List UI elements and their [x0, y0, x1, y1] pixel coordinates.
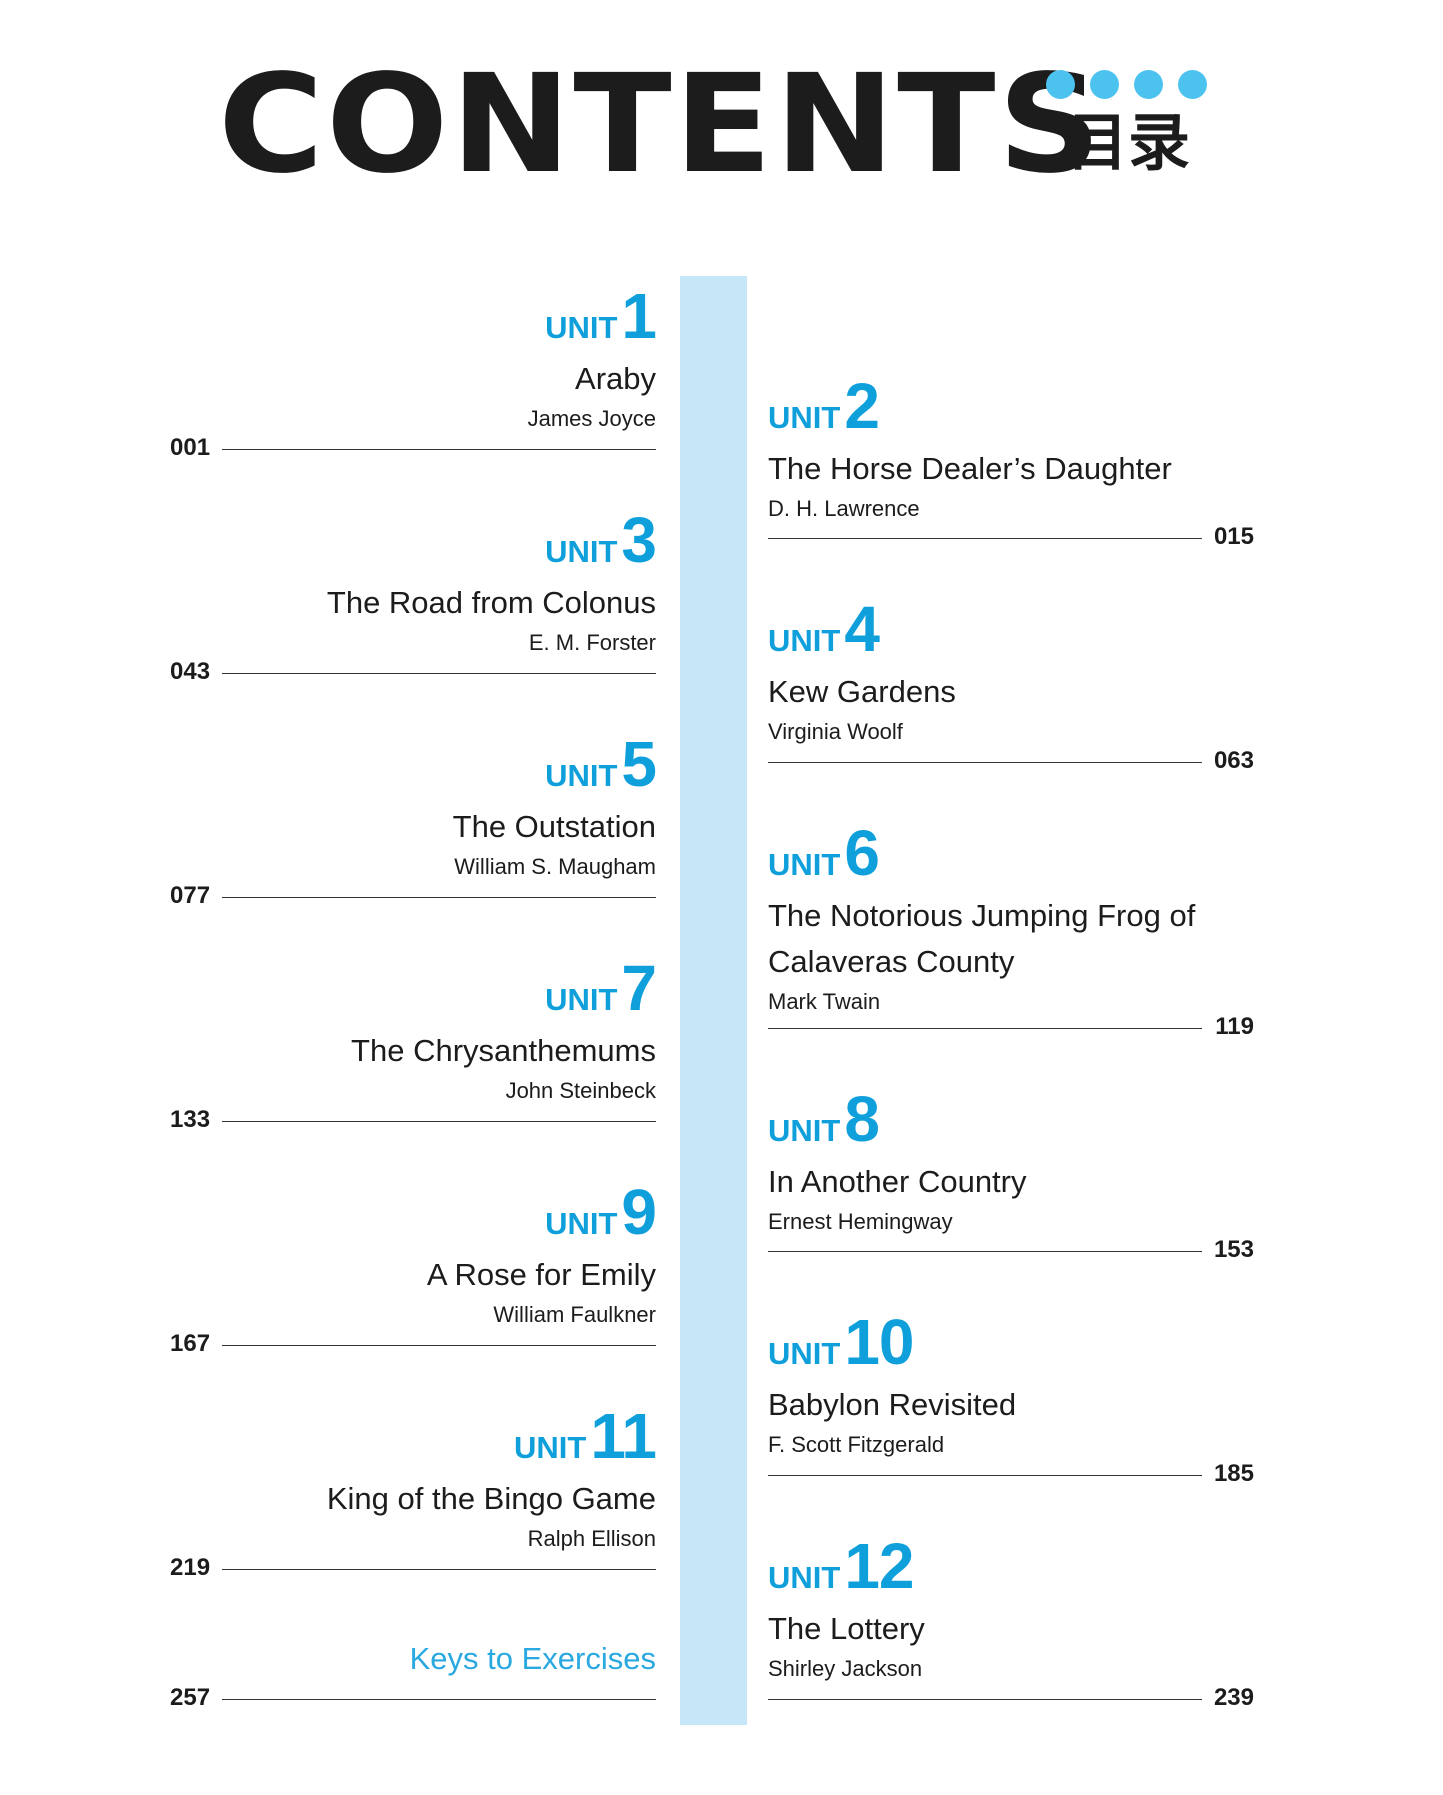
keys-title: Keys to Exercises: [409, 1641, 656, 1676]
unit-entry-6[interactable]: UNIT6 The Notorious Jumping Frog of Cala…: [768, 819, 1254, 1017]
unit-entry-1[interactable]: UNIT1 Araby James Joyce: [170, 280, 657, 434]
dot-icon: [1090, 70, 1119, 99]
page-line-2: 015: [768, 522, 1254, 552]
page-number: 167: [170, 1330, 211, 1357]
unit-entry-9[interactable]: UNIT9 A Rose for Emily William Faulkner: [170, 1176, 657, 1330]
unit-title: In Another Country: [768, 1164, 1027, 1199]
page-number: 153: [1213, 1236, 1254, 1263]
leader-line: [768, 1475, 1202, 1476]
page-line-10: 185: [768, 1459, 1254, 1489]
unit-entry-5[interactable]: UNIT5 The Outstation William S. Maugham: [170, 728, 657, 882]
leader-line: [222, 1699, 656, 1700]
page-line-3: 043: [170, 657, 656, 687]
unit-title: The Outstation: [452, 809, 656, 844]
page-line-6: 119: [768, 1012, 1254, 1042]
page-line-4: 063: [768, 746, 1254, 776]
leader-line: [222, 1121, 656, 1122]
unit-author: Ernest Hemingway: [768, 1209, 953, 1234]
unit-title: The Road from Colonus: [326, 585, 656, 620]
page-number: 133: [170, 1106, 211, 1133]
page-number: 077: [170, 882, 211, 909]
unit-title: The Lottery: [768, 1611, 925, 1646]
unit-entry-7[interactable]: UNIT7 The Chrysanthemums John Steinbeck: [170, 952, 657, 1106]
page-number: 001: [170, 434, 211, 461]
unit-title: The Horse Dealer’s Daughter: [768, 451, 1172, 486]
leader-line: [768, 1028, 1202, 1029]
dot-icon: [1046, 70, 1075, 99]
unit-heading: UNIT9: [545, 1176, 657, 1248]
unit-heading: UNIT8: [768, 1083, 880, 1155]
center-divider-bar: [680, 276, 747, 1725]
unit-entry-4[interactable]: UNIT4 Kew Gardens Virginia Woolf: [768, 595, 1254, 747]
page-number: 257: [170, 1684, 211, 1711]
page-line-keys: 257: [170, 1683, 656, 1713]
unit-author: Mark Twain: [768, 989, 881, 1014]
page-number: 119: [1215, 1013, 1254, 1040]
unit-title: The Notorious Jumping Frog of Calaveras …: [768, 898, 1196, 979]
unit-title: A Rose for Emily: [426, 1257, 656, 1292]
page-number: 015: [1213, 523, 1254, 550]
decorative-dots: [1046, 70, 1207, 99]
unit-author: E. M. Forster: [528, 630, 656, 655]
leader-line: [222, 897, 656, 898]
dot-icon: [1178, 70, 1207, 99]
unit-heading: UNIT4: [768, 593, 880, 665]
unit-heading: UNIT7: [545, 952, 657, 1024]
unit-author: Ralph Ellison: [527, 1526, 656, 1551]
unit-title: The Chrysanthemums: [351, 1033, 656, 1068]
page-line-8: 153: [768, 1235, 1254, 1265]
leader-line: [768, 538, 1202, 539]
page-line-1: 001: [170, 433, 656, 463]
leader-line: [222, 673, 656, 674]
page-line-9: 167: [170, 1329, 656, 1359]
unit-author: John Steinbeck: [505, 1078, 656, 1103]
unit-heading: UNIT2: [768, 370, 880, 442]
unit-author: William Faulkner: [493, 1302, 656, 1327]
leader-line: [768, 762, 1202, 763]
unit-author: F. Scott Fitzgerald: [768, 1432, 945, 1457]
leader-line: [768, 1251, 1202, 1252]
page-number: 185: [1213, 1460, 1254, 1487]
page-line-7: 133: [170, 1105, 656, 1135]
page-number: 239: [1213, 1684, 1254, 1711]
page-line-5: 077: [170, 881, 656, 911]
unit-entry-3[interactable]: UNIT3 The Road from Colonus E. M. Forste…: [170, 504, 657, 658]
leader-line: [222, 1569, 656, 1570]
unit-author: William S. Maugham: [454, 854, 656, 879]
page-number: 043: [170, 658, 211, 685]
unit-entry-10[interactable]: UNIT10 Babylon Revisited F. Scott Fitzge…: [768, 1308, 1254, 1460]
page-subtitle: 目录: [1066, 106, 1191, 179]
unit-entry-12[interactable]: UNIT12 The Lottery Shirley Jackson: [768, 1532, 1254, 1684]
unit-heading: UNIT12: [768, 1530, 915, 1602]
keys-entry[interactable]: Keys to Exercises: [170, 1636, 656, 1682]
unit-heading: UNIT1: [545, 280, 657, 352]
unit-entry-11[interactable]: UNIT11 King of the Bingo Game Ralph Elli…: [170, 1400, 657, 1554]
leader-line: [768, 1699, 1202, 1700]
unit-title: Araby: [575, 361, 656, 396]
contents-header: CONTENTS 目录: [218, 50, 1218, 200]
unit-entry-8[interactable]: UNIT8 In Another Country Ernest Hemingwa…: [768, 1085, 1254, 1237]
leader-line: [222, 1345, 656, 1346]
page-number: 063: [1213, 747, 1254, 774]
unit-heading: UNIT11: [514, 1400, 657, 1472]
unit-author: Virginia Woolf: [768, 719, 903, 744]
unit-author: D. H. Lawrence: [768, 496, 920, 521]
leader-line: [222, 449, 656, 450]
page-title: CONTENTS: [218, 46, 1104, 204]
unit-heading: UNIT10: [768, 1306, 915, 1378]
unit-heading: UNIT3: [545, 504, 657, 576]
unit-heading: UNIT5: [545, 728, 657, 800]
unit-entry-2[interactable]: UNIT2 The Horse Dealer’s Daughter D. H. …: [768, 372, 1254, 524]
unit-title: King of the Bingo Game: [326, 1481, 656, 1516]
dot-icon: [1134, 70, 1163, 99]
unit-heading: UNIT6: [768, 817, 880, 889]
page-line-12: 239: [768, 1683, 1254, 1713]
unit-title: Babylon Revisited: [768, 1387, 1017, 1422]
page-line-11: 219: [170, 1553, 656, 1583]
unit-author: James Joyce: [527, 406, 656, 431]
unit-title: Kew Gardens: [768, 674, 956, 709]
page-number: 219: [170, 1554, 211, 1581]
unit-author: Shirley Jackson: [768, 1656, 923, 1681]
